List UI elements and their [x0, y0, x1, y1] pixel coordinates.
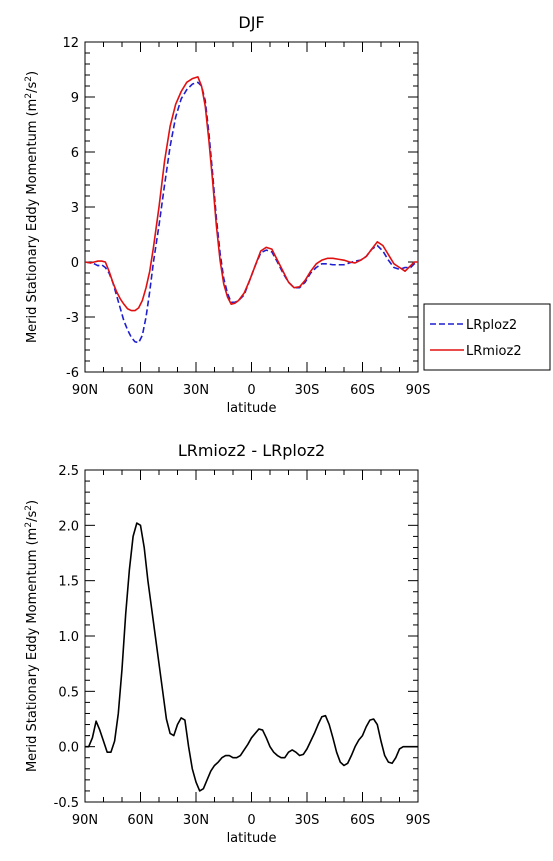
series-line-lrploz2 [85, 81, 418, 344]
plot-frame [84, 469, 419, 803]
y-axis-label-part: Merid Stationary Eddy Momentum (m [25, 99, 40, 343]
y-axis-label-part: ) [25, 500, 40, 505]
x-tick-label: 30N [183, 813, 209, 828]
legend: LRploz2 LRmioz2 [423, 303, 551, 371]
y-tick-label: 2.5 [58, 464, 79, 479]
y-tick-label: -3 [66, 311, 79, 326]
legend-label-lrmioz2: LRmioz2 [466, 344, 522, 359]
y-tick-label: 1.5 [58, 575, 79, 590]
chart-title: DJF [238, 13, 264, 32]
y-tick-label: -0.5 [54, 796, 79, 811]
x-tick-label: 90S [406, 383, 431, 398]
y-tick-label: 2.0 [58, 519, 79, 534]
x-tick-label: 90N [72, 813, 98, 828]
chart-panel-djf: 90N 60N 30N 0 30S 60S 90S -6 -3 0 3 6 9 12 DJF latitude… [24, 13, 430, 416]
y-tick-label: 3 [71, 201, 79, 216]
x-tick-label: 60N [127, 383, 153, 398]
legend-label-lrploz2: LRploz2 [466, 318, 517, 333]
y-axis-label-part: ) [25, 71, 40, 76]
y-axis-label-part: Merid Stationary Eddy Momentum (m [25, 528, 40, 772]
y-axis-label: Merid Stationary Eddy Momentum (m2/s2) [24, 500, 40, 772]
y-axis-label-superscript: 2 [24, 93, 34, 99]
x-tick-label: 30S [295, 383, 320, 398]
x-axis-label: latitude [227, 831, 277, 846]
x-tick-label: 30N [183, 383, 209, 398]
y-axis-label: Merid Stationary Eddy Momentum (m2/s2) [24, 71, 40, 343]
y-tick-label: 12 [62, 36, 79, 51]
x-tick-label: 90N [72, 383, 98, 398]
y-tick-label: -6 [66, 366, 79, 381]
y-axis-label-part: /s [25, 82, 40, 93]
y-tick-label: 0.5 [58, 685, 79, 700]
y-axis-label-superscript: 2 [24, 76, 34, 82]
y-tick-label: 6 [71, 146, 79, 161]
y-tick-label: 9 [71, 91, 79, 106]
series-line-difference [85, 522, 418, 792]
x-tick-label: 60N [127, 813, 153, 828]
x-tick-label: 0 [247, 813, 255, 828]
x-axis-label: latitude [227, 401, 277, 416]
x-tick-label: 0 [247, 383, 255, 398]
y-tick-label: 1.0 [58, 630, 79, 645]
y-tick-label: 0.0 [58, 741, 79, 756]
y-axis-label-part: /s [25, 511, 40, 522]
x-tick-label: 60S [350, 813, 375, 828]
y-tick-label: 0 [71, 256, 79, 271]
chart-title: LRmioz2 - LRploz2 [178, 441, 325, 460]
x-tick-label: 60S [350, 383, 375, 398]
x-tick-label: 30S [295, 813, 320, 828]
series-line-lrmioz2 [85, 76, 418, 312]
legend-box [423, 303, 551, 371]
x-tick-label: 90S [406, 813, 431, 828]
y-axis-label-superscript: 2 [24, 522, 34, 528]
chart-panel-difference: 90N 60N 30N 0 30S 60S 90S -0.5 0.0 0.5 1.0 1.5 2.0 2.… [24, 441, 430, 846]
y-axis-label-superscript: 2 [24, 505, 34, 511]
plot-frame [84, 41, 419, 373]
